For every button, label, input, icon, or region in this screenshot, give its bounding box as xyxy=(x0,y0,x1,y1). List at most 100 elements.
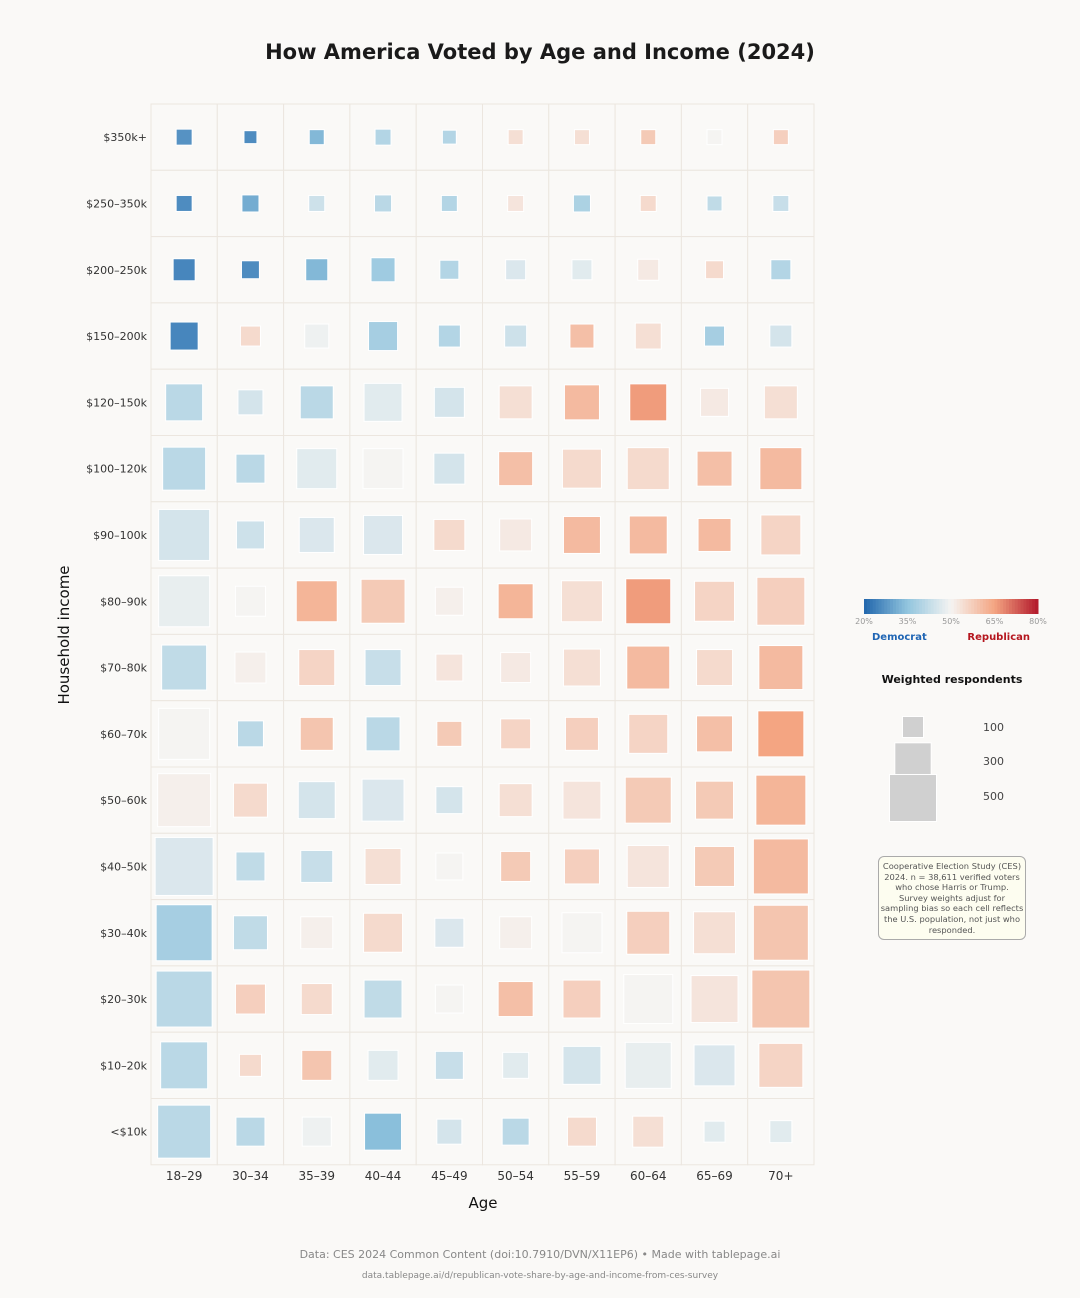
colorbar-tick-label: 35% xyxy=(899,617,917,626)
colorbar-segment xyxy=(982,599,987,614)
heatmap-cell-mark xyxy=(235,520,265,550)
colorbar-segment xyxy=(872,599,877,614)
heatmap-cell-mark xyxy=(563,848,600,885)
heatmap-cell-mark xyxy=(308,129,325,146)
y-tick-label: $10–20k xyxy=(100,1059,147,1072)
heatmap-cell-mark xyxy=(499,916,533,950)
x-tick-label: 55–59 xyxy=(564,1169,601,1183)
heatmap-cell-mark xyxy=(296,448,338,490)
colorbar-segment xyxy=(991,599,995,614)
x-tick-label: 45–49 xyxy=(431,1169,468,1183)
colorbar-segment xyxy=(864,599,868,614)
x-tick-label: 65–69 xyxy=(696,1169,733,1183)
colorbar-segment xyxy=(1000,599,1004,614)
colorbar-segment xyxy=(869,599,874,614)
heatmap-cell-mark xyxy=(563,384,600,421)
heatmap-cell-mark xyxy=(700,387,730,417)
heatmap-cell-mark xyxy=(239,325,261,347)
heatmap-cell-mark xyxy=(500,850,532,882)
heatmap-cell-mark xyxy=(626,910,671,955)
colorbar-republican-label: Republican xyxy=(967,632,1030,643)
colorbar-segment xyxy=(895,599,900,614)
colorbar-segment xyxy=(936,599,940,614)
colorbar-segment xyxy=(951,599,955,614)
heatmap-cell-mark xyxy=(504,324,528,348)
colorbar-segment xyxy=(916,599,920,614)
heatmap-cell-mark xyxy=(704,325,726,347)
heatmap-cell-mark xyxy=(695,780,735,820)
heatmap-cell-mark xyxy=(155,904,213,962)
y-tick-label: $30–40k xyxy=(100,927,147,940)
colorbar-segment xyxy=(922,599,926,614)
heatmap-cell-mark xyxy=(435,852,464,881)
heatmap-cell-mark xyxy=(434,1050,464,1080)
heatmap-cell-mark xyxy=(566,1116,597,1147)
heatmap-cell-mark xyxy=(705,260,725,280)
heatmap-cell-mark xyxy=(502,1051,530,1079)
heatmap-cell-mark xyxy=(756,576,806,626)
colorbar-segment xyxy=(930,599,935,614)
colorbar-democrat-label: Democrat xyxy=(872,632,927,643)
heatmap-cell-mark xyxy=(295,580,338,623)
heatmap-cell-mark xyxy=(560,580,603,623)
x-tick-label: 50–54 xyxy=(497,1169,534,1183)
heatmap-cell-mark xyxy=(240,260,260,280)
y-tick-label: $350k+ xyxy=(103,131,147,144)
y-tick-label: $150–200k xyxy=(86,330,147,343)
heatmap-cell-mark xyxy=(175,128,193,146)
heatmap-cell-mark xyxy=(304,323,330,349)
heatmap-cell-mark xyxy=(640,129,657,146)
heatmap-cell-mark xyxy=(235,1116,266,1147)
heatmap-cell-mark xyxy=(696,649,734,687)
heatmap-cell-mark xyxy=(634,322,662,350)
colorbar-segment xyxy=(1032,599,1036,614)
x-tick-label: 70+ xyxy=(768,1169,793,1183)
heatmap-cell-mark xyxy=(158,508,211,561)
heatmap-cell-mark xyxy=(626,447,670,491)
heatmap-cell-mark xyxy=(363,912,404,953)
y-tick-label: $200–250k xyxy=(86,264,147,277)
x-tick-label: 30–34 xyxy=(232,1169,269,1183)
y-tick-label: $20–30k xyxy=(100,993,147,1006)
heatmap-cell-mark xyxy=(562,648,601,687)
heatmap-cell-mark xyxy=(498,385,533,420)
heatmap-cell-mark xyxy=(772,194,790,212)
heatmap-cell-mark xyxy=(301,1049,333,1081)
y-tick-label: $60–70k xyxy=(100,728,147,741)
grid-cell xyxy=(283,700,351,768)
heatmap-cell-mark xyxy=(363,979,403,1019)
grid-cell xyxy=(216,435,285,503)
heatmap-cell-mark xyxy=(751,969,811,1029)
heatmap-cell-mark xyxy=(498,451,534,487)
colorbar-segment xyxy=(907,599,911,614)
colorbar-tick-label: 65% xyxy=(986,617,1004,626)
heatmap-cell-mark xyxy=(232,782,268,818)
heatmap-cell-mark xyxy=(162,446,207,491)
heatmap-cell-mark xyxy=(297,781,336,820)
heatmap-cell-mark xyxy=(243,130,258,145)
colorbar-segment xyxy=(942,599,946,614)
heatmap-cell-mark xyxy=(175,194,193,212)
y-tick-label: $90–100k xyxy=(93,529,147,542)
heatmap-cell-mark xyxy=(172,258,196,282)
x-tick-label: 40–44 xyxy=(365,1169,402,1183)
colorbar-segment xyxy=(959,599,964,614)
heatmap-cell-mark xyxy=(637,258,660,281)
heatmap-cell-mark xyxy=(623,974,674,1025)
heatmap-cell-mark xyxy=(760,514,802,556)
heatmap-cell-mark xyxy=(298,649,336,687)
methodology-note: Cooperative Election Study (CES) 2024. n… xyxy=(878,856,1026,941)
colorbar-segment xyxy=(953,599,958,614)
heatmap-cell-mark xyxy=(694,580,736,622)
colorbar-segment xyxy=(968,599,972,614)
heatmap-cell-mark xyxy=(235,453,266,484)
heatmap-cell-mark xyxy=(433,518,466,551)
heatmap-cell-mark xyxy=(639,194,657,212)
heatmap-cell-mark xyxy=(626,844,670,888)
heatmap-cell-mark xyxy=(434,586,464,616)
heatmap-cell-mark xyxy=(696,450,733,487)
colorbar-segment xyxy=(887,599,891,614)
heatmap-cell-mark xyxy=(696,715,734,753)
heatmap-cell-mark xyxy=(752,904,809,961)
